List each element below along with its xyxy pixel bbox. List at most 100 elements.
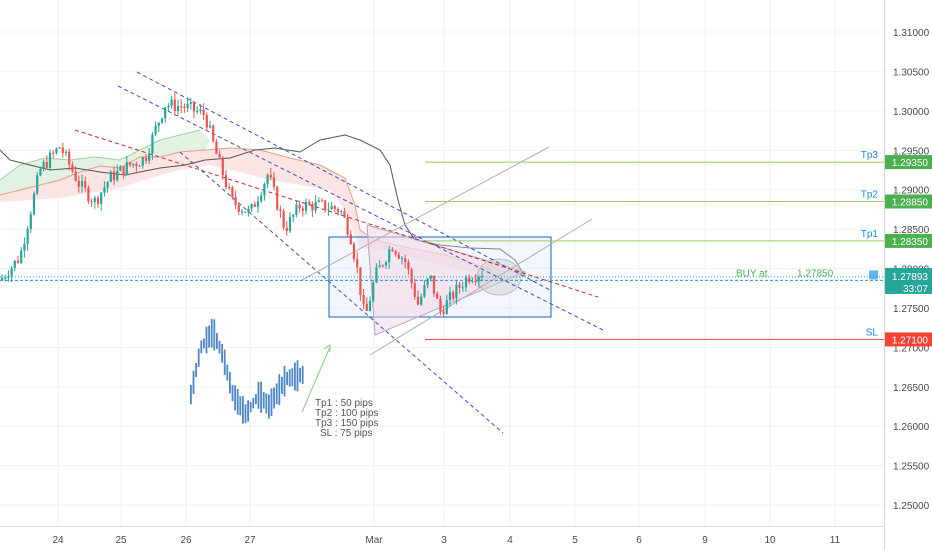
projection-bar [195, 363, 197, 378]
candle-body [58, 147, 61, 149]
trend-lines[interactable] [74, 71, 604, 434]
candle-body [215, 141, 218, 155]
candle-body [148, 153, 151, 161]
projection-bar [294, 362, 296, 391]
candle-body [420, 296, 423, 305]
cloud-green-area [0, 130, 210, 195]
projection-bar [252, 397, 255, 409]
candle-body [196, 110, 199, 112]
projection-bar [299, 367, 301, 383]
price-badge-text-tp3: 1.29350 [892, 158, 929, 169]
candle-body [221, 157, 224, 176]
candle-body [407, 261, 410, 270]
candle-body [228, 187, 231, 189]
candle-body [189, 102, 192, 104]
channel-projection-lower[interactable] [369, 218, 593, 356]
time-axis[interactable]: 24 25 26 27 Mar 3 4 5 6 9 10 11 [52, 535, 840, 546]
candlesticks[interactable] [0, 93, 484, 318]
candle-body [52, 152, 55, 154]
candle-body [208, 125, 212, 128]
candle-body [333, 206, 336, 209]
price-badge-tp3 [885, 155, 932, 170]
candle-body [324, 200, 327, 211]
candle-body [359, 267, 362, 296]
price-tick-label: 1.27000 [893, 343, 930, 354]
upper-channel-line[interactable] [136, 71, 551, 291]
candle-body [247, 208, 250, 213]
candle-body [343, 211, 346, 218]
projection-bar [210, 318, 213, 348]
time-tick-label: 10 [764, 535, 776, 546]
candle-body [151, 134, 154, 154]
price-tick-label: 1.28500 [893, 225, 930, 236]
projection-bar [270, 388, 273, 417]
candle-body [269, 174, 272, 178]
candle-body [388, 249, 391, 263]
projection-bar [301, 365, 304, 385]
candle-body [212, 125, 215, 142]
candle-body [327, 209, 330, 211]
projection-bar [197, 348, 200, 367]
candle-body [4, 277, 7, 279]
level-label-sl: SL [866, 327, 879, 338]
candle-body [240, 211, 244, 213]
candle-body [410, 269, 413, 284]
candle-body [349, 234, 352, 245]
candle-body [362, 295, 365, 304]
projection-arrow [301, 346, 331, 413]
candle-body [397, 254, 400, 259]
channel-projection-upper[interactable] [299, 146, 550, 282]
candle-body [468, 277, 471, 282]
projection-bar [281, 376, 283, 394]
candle-body [224, 175, 228, 188]
candle-body [272, 177, 276, 188]
candle-body [372, 282, 375, 301]
note-tp1: Tp1 : 50 pips [315, 398, 373, 409]
candle-body [381, 265, 384, 267]
time-tick-label: 6 [636, 535, 642, 546]
price-tick-label: 1.27500 [893, 304, 930, 315]
projection-arrow-head [323, 344, 331, 352]
candle-body [103, 187, 106, 193]
price-tick-label: 1.31000 [893, 28, 930, 39]
candle-body [39, 168, 42, 176]
candle-body [301, 208, 304, 211]
candle-body [55, 148, 58, 153]
candle-body [288, 217, 292, 232]
candle-body [429, 275, 432, 279]
candle-body [378, 265, 381, 268]
candle-body [461, 287, 464, 289]
price-axis[interactable]: 1.31000 1.30500 1.30000 1.29500 1.29000 1.285… [893, 28, 930, 512]
candle-body [80, 181, 84, 187]
candle-body [260, 195, 263, 202]
candle-body [141, 157, 144, 166]
candle-body [314, 201, 317, 211]
projection-bar [291, 368, 294, 387]
candle-body [352, 244, 356, 260]
projection-bar [268, 394, 270, 419]
projection-bar [216, 333, 218, 349]
bottom-channel-line[interactable] [179, 151, 504, 434]
price-tick-label: 1.25500 [893, 462, 930, 473]
time-tick-label: 4 [507, 535, 513, 546]
candle-body [295, 204, 298, 215]
level-lines[interactable]: Tp3 Tp2 Tp1 BUY at 1.27850 SL [0, 150, 884, 340]
candle-body [61, 147, 64, 154]
time-tick-label: 3 [441, 535, 447, 546]
candle-body [26, 229, 29, 244]
candle-body [164, 107, 167, 119]
candle-body [279, 209, 282, 211]
projection-bar [239, 396, 242, 416]
note-sl: SL : 75 pips [320, 428, 372, 439]
candle-body [68, 151, 71, 165]
candle-body [32, 193, 36, 215]
candle-body [231, 187, 234, 198]
entry-inline-value: 1.27850 [797, 268, 834, 279]
projection-bar [236, 389, 239, 415]
candle-body [7, 276, 10, 278]
time-tick-label: 24 [52, 535, 64, 546]
candle-body [253, 204, 256, 207]
price-badge-tp1 [885, 233, 932, 248]
projection-bar [190, 384, 192, 405]
